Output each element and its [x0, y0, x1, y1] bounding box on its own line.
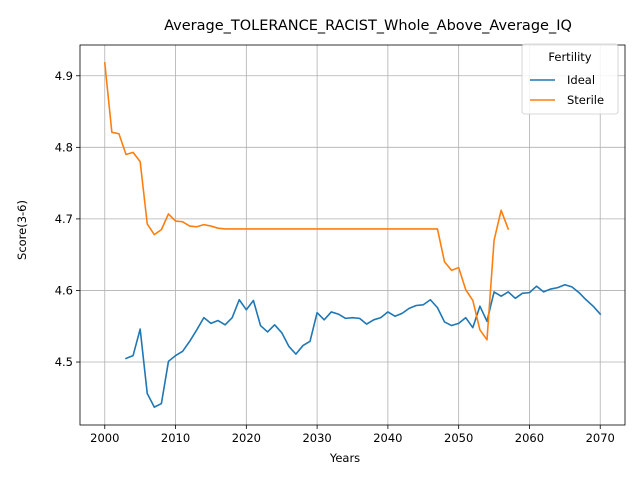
chart-title: Average_TOLERANCE_RACIST_Whole_Above_Ave…	[164, 18, 572, 34]
legend-box	[521, 43, 619, 115]
y-axis-label: Score(3-6)	[15, 200, 29, 260]
series-line-ideal	[124, 283, 602, 408]
legend-label-sterile: Sterile	[567, 93, 604, 107]
x-tick-label: 2050	[444, 431, 473, 445]
legend-title: Fertility	[548, 50, 591, 64]
x-axis-label: Years	[329, 451, 360, 465]
x-axis: 2000 2010 2020 2030 2040 2050 2060 2070	[90, 425, 615, 445]
x-tick-label: 2030	[302, 431, 331, 445]
x-tick-label: 2010	[161, 431, 190, 445]
series-layer	[103, 62, 602, 408]
plot-frame	[79, 44, 626, 426]
x-tick-label: 2060	[515, 431, 544, 445]
x-tick-label: 2020	[232, 431, 261, 445]
x-tick-label: 2070	[586, 431, 615, 445]
y-tick-label: 4.9	[55, 69, 73, 83]
legend-items: Ideal Sterile	[530, 73, 604, 107]
y-tick-label: 4.6	[55, 283, 73, 297]
legend-label-ideal: Ideal	[567, 73, 595, 87]
y-axis: 4.5 4.6 4.7 4.8 4.9	[55, 69, 80, 369]
series-line-sterile	[103, 62, 510, 341]
x-tick-label: 2040	[373, 431, 402, 445]
y-tick-label: 4.8	[55, 140, 73, 154]
x-tick-label: 2000	[90, 431, 119, 445]
y-tick-label: 4.5	[55, 355, 73, 369]
legend: Fertility Ideal Sterile	[521, 43, 619, 115]
y-tick-label: 4.7	[55, 212, 73, 226]
